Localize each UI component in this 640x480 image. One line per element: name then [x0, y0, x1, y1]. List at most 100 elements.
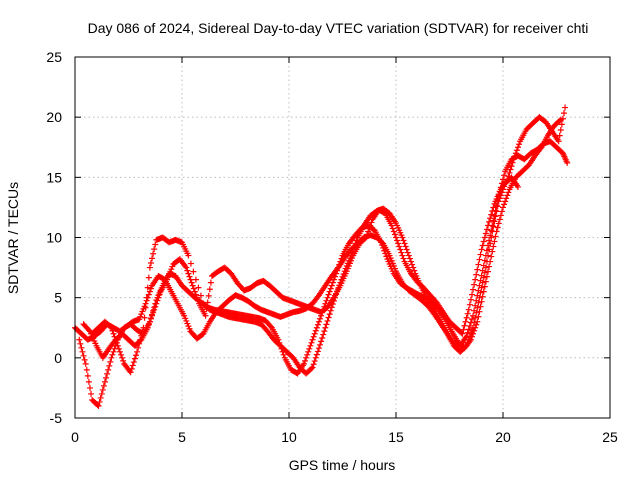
data-point: [501, 201, 508, 208]
data-point: [314, 321, 321, 328]
data-point: [79, 348, 86, 355]
data-point: [326, 288, 333, 295]
data-point: [349, 249, 356, 256]
data-point: [312, 354, 319, 361]
data-point: [475, 261, 482, 268]
data-point: [155, 294, 162, 301]
data-point: [81, 356, 88, 363]
data-point: [474, 266, 481, 273]
data-point: [473, 309, 480, 316]
data-points: [72, 104, 571, 409]
data-point: [514, 183, 521, 190]
data-point: [332, 273, 339, 280]
data-point: [308, 339, 315, 346]
y-tick-label: 15: [46, 169, 62, 185]
data-point: [136, 340, 143, 347]
data-point: [307, 342, 314, 349]
data-point: [202, 312, 209, 319]
data-point: [460, 326, 467, 333]
data-point: [472, 276, 479, 283]
data-point: [467, 330, 474, 337]
data-point: [321, 328, 328, 335]
data-point: [327, 285, 334, 292]
data-point: [351, 243, 358, 250]
data-point: [494, 203, 501, 210]
data-point: [463, 342, 470, 349]
data-point: [140, 324, 147, 331]
data-point: [119, 354, 126, 361]
y-tick-label: 10: [46, 230, 62, 246]
data-point: [481, 234, 488, 241]
data-point: [394, 237, 401, 244]
data-point: [138, 311, 145, 318]
data-point: [352, 240, 359, 247]
y-tick-label: 0: [54, 350, 62, 366]
data-point: [383, 253, 390, 260]
data-point: [470, 324, 477, 331]
data-point: [481, 283, 488, 290]
data-point: [465, 336, 472, 343]
data-point: [152, 303, 159, 310]
data-point: [139, 328, 146, 335]
data-point: [500, 186, 506, 193]
data-point: [113, 339, 120, 346]
data-point: [462, 343, 469, 350]
data-point: [326, 311, 333, 318]
data-point: [108, 324, 115, 331]
x-tick-label: 20: [495, 429, 511, 445]
data-point: [115, 345, 122, 352]
data-point: [192, 276, 199, 283]
data-point: [559, 115, 566, 122]
data-point: [379, 242, 386, 249]
data-point: [472, 314, 479, 321]
data-point: [195, 297, 202, 304]
data-point: [560, 110, 567, 117]
data-point: [323, 321, 330, 328]
data-point: [486, 237, 493, 244]
data-point: [506, 169, 513, 176]
data-point: [329, 301, 336, 308]
data-point: [514, 144, 521, 151]
data-point: [480, 238, 487, 245]
data-point: [182, 315, 189, 322]
data-point: [494, 224, 501, 231]
data-point: [491, 212, 498, 219]
data-point: [204, 299, 211, 306]
data-point: [465, 326, 472, 333]
data-point: [149, 312, 156, 319]
data-point: [467, 296, 474, 303]
data-point: [303, 354, 310, 361]
data-point: [477, 251, 484, 258]
data-point: [110, 348, 117, 355]
data-point: [490, 223, 497, 230]
data-point: [334, 288, 341, 295]
data-point: [498, 208, 505, 215]
data-point: [474, 304, 481, 311]
data-point: [147, 285, 154, 292]
data-point: [338, 255, 345, 262]
data-point: [107, 323, 114, 330]
data-point: [488, 234, 495, 241]
data-point: [147, 259, 154, 266]
data-point: [562, 104, 569, 111]
data-point: [409, 261, 416, 268]
data-point: [183, 317, 190, 324]
data-point: [496, 195, 503, 202]
data-point: [99, 386, 106, 393]
data-point: [490, 204, 497, 211]
data-point: [477, 303, 484, 310]
data-point: [386, 252, 393, 259]
data-point: [306, 345, 313, 352]
data-point: [206, 286, 213, 293]
x-tick-label: 15: [388, 429, 404, 445]
data-point: [138, 332, 145, 339]
data-point: [479, 279, 486, 286]
data-point: [104, 370, 111, 377]
data-point: [401, 240, 408, 247]
data-point: [192, 291, 199, 298]
data-point: [150, 309, 157, 316]
data-point: [488, 253, 495, 260]
data-point: [488, 227, 495, 234]
data-point: [111, 333, 118, 340]
data-point: [479, 293, 486, 300]
